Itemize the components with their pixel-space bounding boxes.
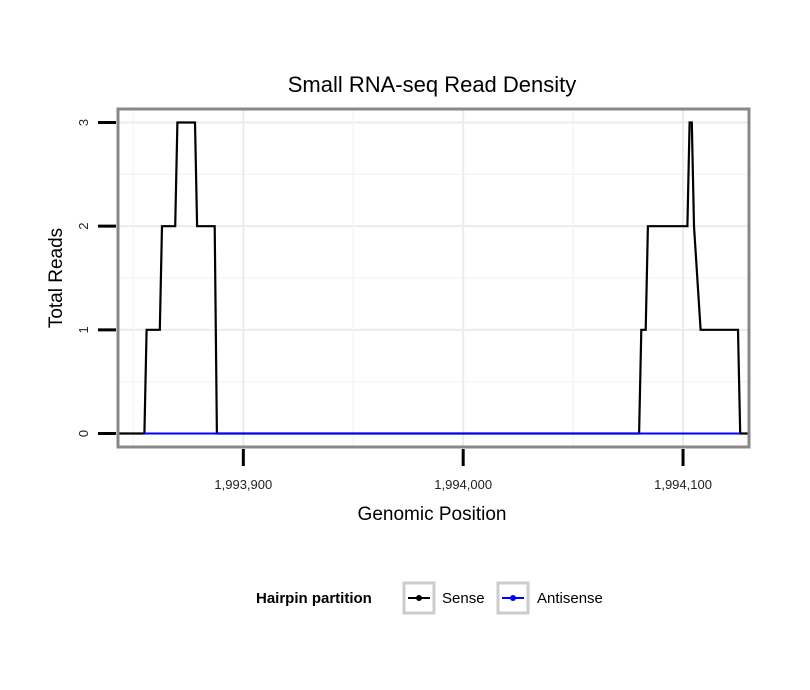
legend-marker-antisense <box>510 595 516 601</box>
y-tick-label: 1 <box>76 326 91 333</box>
x-tick-label: 1,993,900 <box>214 477 272 492</box>
series-line-sense <box>118 121 749 435</box>
y-tick-label: 2 <box>76 223 91 230</box>
y-axis-title: Total Reads <box>46 228 67 328</box>
plot-frame <box>116 107 751 449</box>
legend-item-antisense[interactable]: Antisense <box>496 581 603 615</box>
y-tick-label: 0 <box>76 430 91 437</box>
legend-item-sense[interactable]: Sense <box>402 581 485 615</box>
legend-title: Hairpin partition <box>256 590 372 607</box>
grid <box>118 109 749 447</box>
legend-label-sense: Sense <box>442 590 485 607</box>
y-tick-label: 3 <box>76 119 91 126</box>
y-axis-ticks: 0 1 2 3 <box>76 119 116 437</box>
x-axis-title: Genomic Position <box>358 504 507 525</box>
legend-label-antisense: Antisense <box>537 590 603 607</box>
chart-title: Small RNA-seq Read Density <box>288 72 577 97</box>
series-layer <box>118 121 749 435</box>
x-tick-label: 1,994,100 <box>654 477 712 492</box>
x-tick-label: 1,994,000 <box>434 477 492 492</box>
legend: Hairpin partition Sense Antisense <box>256 581 603 615</box>
x-axis-ticks: 1,993,900 1,994,000 1,994,100 <box>214 449 712 492</box>
legend-marker-sense <box>416 595 422 601</box>
